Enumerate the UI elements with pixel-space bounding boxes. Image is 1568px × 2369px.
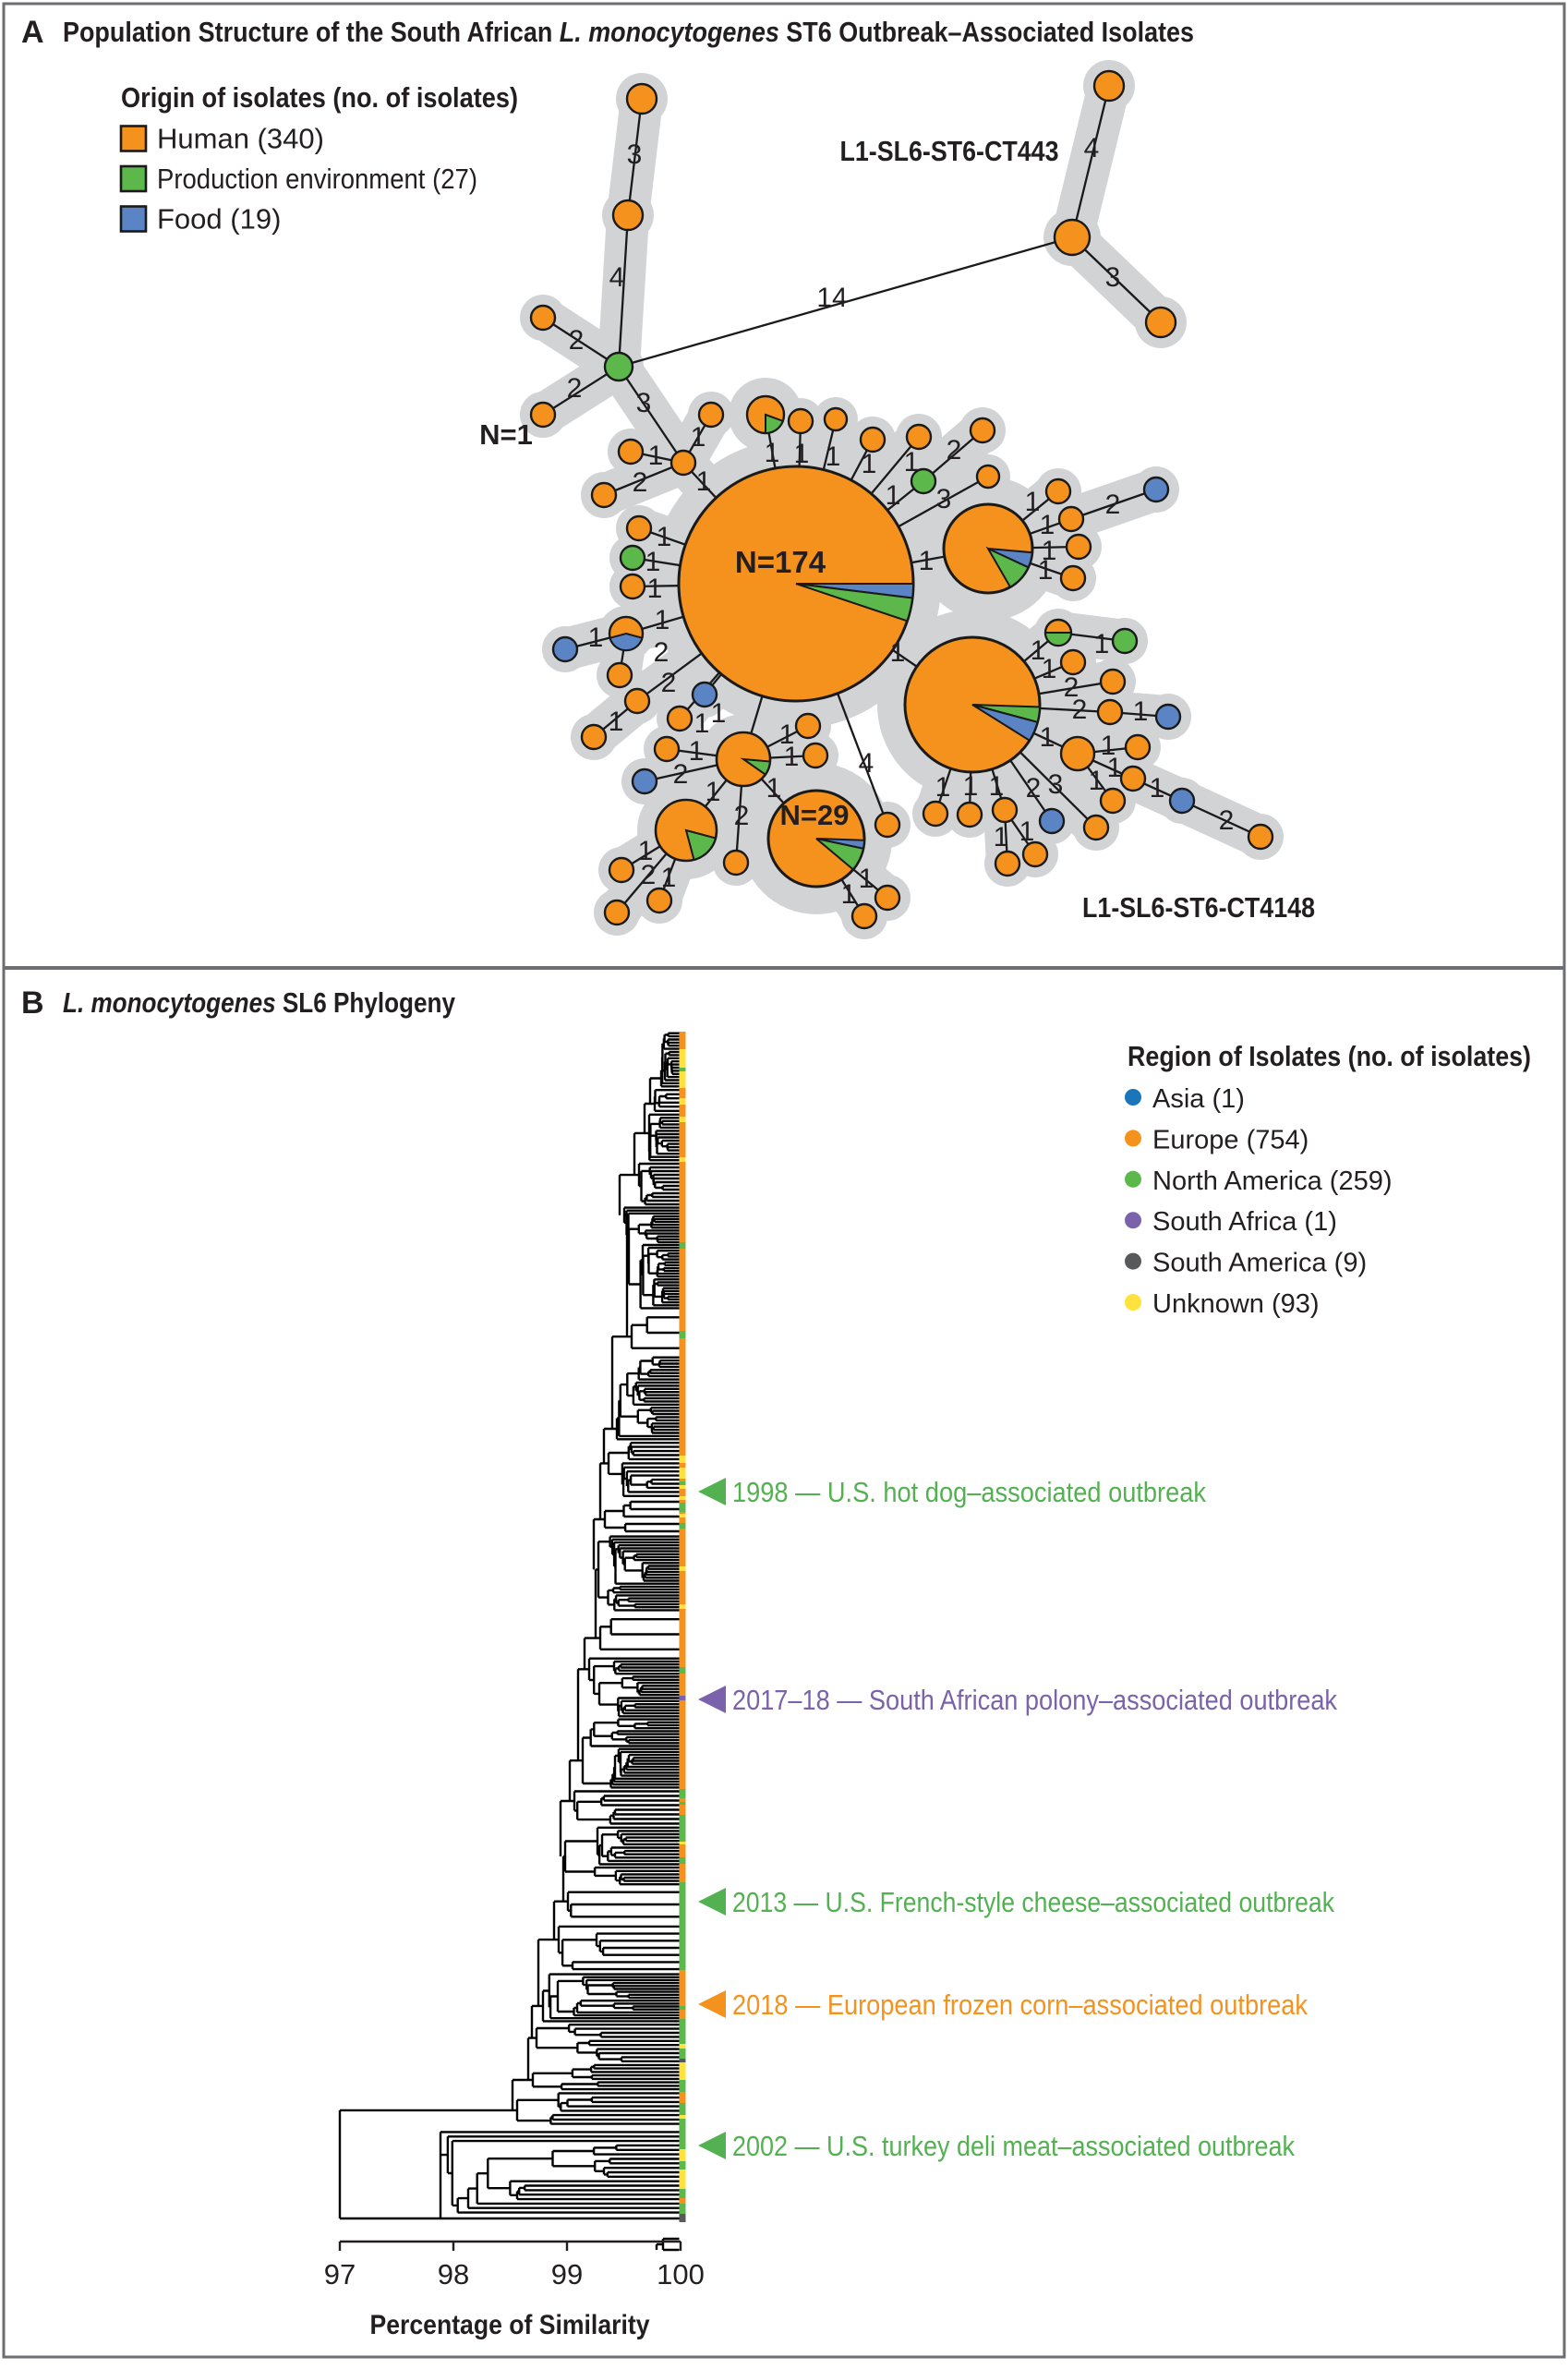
svg-text:1: 1 xyxy=(1089,766,1104,796)
svg-text:Unknown (93): Unknown (93) xyxy=(1152,1289,1320,1319)
svg-text:1: 1 xyxy=(655,605,670,635)
svg-text:1: 1 xyxy=(588,622,604,653)
svg-text:2: 2 xyxy=(569,325,585,356)
svg-text:3: 3 xyxy=(1048,769,1064,800)
svg-text:1: 1 xyxy=(794,439,810,469)
svg-text:1: 1 xyxy=(1040,722,1055,753)
svg-text:L1-SL6-ST6-CT443: L1-SL6-ST6-CT443 xyxy=(840,135,1059,167)
svg-text:4: 4 xyxy=(1084,133,1100,163)
svg-text:1: 1 xyxy=(1040,510,1055,540)
svg-text:1: 1 xyxy=(657,522,672,552)
svg-text:Population Structure of the So: Population Structure of the South Africa… xyxy=(63,16,1194,48)
svg-text:1: 1 xyxy=(784,742,800,772)
svg-text:2: 2 xyxy=(1026,773,1042,804)
svg-text:1: 1 xyxy=(1150,773,1165,804)
svg-text:Origin of isolates (no. of iso: Origin of isolates (no. of isolates) xyxy=(121,81,518,114)
svg-text:Asia (1): Asia (1) xyxy=(1152,1084,1245,1114)
svg-text:1: 1 xyxy=(826,441,841,472)
svg-text:1: 1 xyxy=(645,547,661,577)
svg-text:1: 1 xyxy=(648,441,664,471)
svg-text:2: 2 xyxy=(673,759,689,790)
svg-text:Production environment (27): Production environment (27) xyxy=(157,163,477,195)
svg-text:1: 1 xyxy=(1133,696,1149,727)
svg-text:1: 1 xyxy=(1031,635,1046,666)
svg-text:1: 1 xyxy=(994,822,1009,852)
svg-text:2002 — U.S. turkey deli meat–a: 2002 — U.S. turkey deli meat–associated … xyxy=(732,2130,1295,2162)
svg-text:1: 1 xyxy=(1042,536,1057,566)
svg-text:97: 97 xyxy=(324,2258,356,2290)
svg-text:3: 3 xyxy=(936,484,952,514)
svg-text:1: 1 xyxy=(1042,654,1057,684)
svg-text:South Africa (1): South Africa (1) xyxy=(1152,1207,1337,1237)
svg-text:1: 1 xyxy=(661,863,677,893)
svg-text:1: 1 xyxy=(711,698,727,729)
svg-text:2017–18 — South African polony: 2017–18 — South African polony–associate… xyxy=(732,1684,1337,1716)
svg-text:1: 1 xyxy=(963,771,979,802)
svg-text:1: 1 xyxy=(862,449,877,479)
svg-text:N=29: N=29 xyxy=(780,799,850,831)
svg-text:1: 1 xyxy=(706,777,721,807)
svg-text:14: 14 xyxy=(816,283,847,313)
svg-text:2: 2 xyxy=(633,467,648,498)
svg-text:Region of Isolates (no. of iso: Region of Isolates (no. of isolates) xyxy=(1128,1040,1531,1072)
svg-text:1: 1 xyxy=(638,836,654,866)
svg-text:98: 98 xyxy=(438,2258,469,2290)
svg-text:2: 2 xyxy=(734,801,750,831)
svg-text:1: 1 xyxy=(1101,731,1116,761)
svg-text:1: 1 xyxy=(609,707,624,737)
svg-text:1: 1 xyxy=(890,637,906,668)
svg-text:2: 2 xyxy=(1064,672,1080,703)
svg-text:Europe (754): Europe (754) xyxy=(1152,1125,1309,1154)
svg-text:1: 1 xyxy=(919,546,935,576)
svg-text:Food (19): Food (19) xyxy=(157,203,281,236)
svg-text:1: 1 xyxy=(886,480,901,511)
svg-text:1: 1 xyxy=(859,864,874,894)
svg-text:2: 2 xyxy=(1072,695,1088,725)
svg-text:1: 1 xyxy=(765,438,780,468)
svg-text:2: 2 xyxy=(661,668,677,698)
svg-text:N=1: N=1 xyxy=(479,418,533,451)
svg-text:2: 2 xyxy=(947,435,962,465)
svg-text:1: 1 xyxy=(841,879,857,910)
svg-text:100: 100 xyxy=(657,2258,705,2290)
svg-text:2: 2 xyxy=(1105,490,1121,520)
svg-text:1: 1 xyxy=(1107,753,1123,783)
svg-text:3: 3 xyxy=(627,139,643,170)
svg-text:1: 1 xyxy=(696,466,712,497)
svg-text:3: 3 xyxy=(636,388,652,418)
svg-text:1: 1 xyxy=(766,773,782,804)
svg-text:4: 4 xyxy=(609,262,625,293)
svg-text:1: 1 xyxy=(935,772,951,803)
svg-text:2018 — European frozen corn–as: 2018 — European frozen corn–associated o… xyxy=(732,1988,1308,2021)
svg-text:Human (340): Human (340) xyxy=(157,123,324,155)
svg-text:Percentage of Similarity: Percentage of Similarity xyxy=(370,2310,650,2340)
svg-text:1: 1 xyxy=(647,574,663,604)
svg-text:2013 — U.S. French-style chees: 2013 — U.S. French-style cheese–associat… xyxy=(732,1886,1334,1918)
svg-text:1: 1 xyxy=(779,719,795,750)
svg-text:1: 1 xyxy=(1038,555,1054,586)
svg-text:South America (9): South America (9) xyxy=(1152,1249,1367,1278)
svg-text:99: 99 xyxy=(551,2258,583,2290)
svg-text:A: A xyxy=(21,15,44,50)
svg-text:2: 2 xyxy=(654,637,669,668)
svg-text:N=174: N=174 xyxy=(735,545,826,579)
svg-text:2: 2 xyxy=(641,860,657,890)
svg-text:L. monocytogenes SL6 Phylogeny: L. monocytogenes SL6 Phylogeny xyxy=(63,986,456,1019)
svg-text:4: 4 xyxy=(859,748,874,779)
svg-text:1: 1 xyxy=(904,447,920,477)
svg-text:1: 1 xyxy=(1025,487,1041,517)
svg-text:2: 2 xyxy=(1219,805,1235,836)
svg-text:1998 — U.S. hot dog–associated: 1998 — U.S. hot dog–associated outbreak xyxy=(732,1476,1206,1508)
svg-text:B: B xyxy=(21,985,44,1021)
svg-text:1: 1 xyxy=(691,422,706,453)
svg-text:North America (259): North America (259) xyxy=(1152,1166,1393,1196)
svg-text:1: 1 xyxy=(1019,816,1035,847)
svg-text:2: 2 xyxy=(567,373,583,404)
svg-text:L1-SL6-ST6-CT4148: L1-SL6-ST6-CT4148 xyxy=(1082,891,1315,924)
svg-text:1: 1 xyxy=(694,708,710,739)
svg-text:1: 1 xyxy=(989,771,1005,802)
svg-text:3: 3 xyxy=(1105,262,1121,293)
svg-text:1: 1 xyxy=(689,736,705,767)
svg-text:1: 1 xyxy=(1094,629,1110,659)
